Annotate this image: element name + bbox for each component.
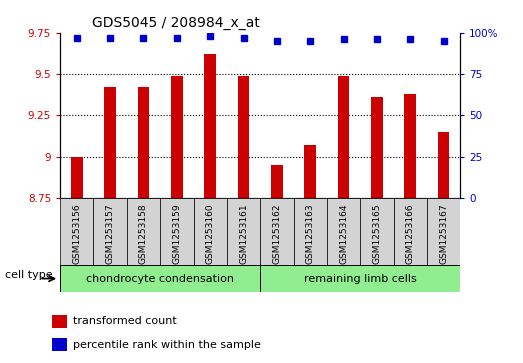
- Text: GSM1253160: GSM1253160: [206, 203, 214, 264]
- Bar: [338, 76, 349, 198]
- Bar: [204, 54, 216, 198]
- Text: GSM1253157: GSM1253157: [106, 203, 115, 264]
- Bar: [227, 198, 260, 265]
- Bar: [71, 156, 83, 198]
- Text: GSM1253159: GSM1253159: [173, 203, 181, 264]
- Text: GDS5045 / 208984_x_at: GDS5045 / 208984_x_at: [92, 16, 260, 30]
- Text: GSM1253161: GSM1253161: [239, 203, 248, 264]
- Text: GSM1253158: GSM1253158: [139, 203, 148, 264]
- Bar: [260, 198, 293, 265]
- Bar: [304, 145, 316, 198]
- Bar: [60, 198, 94, 265]
- Text: cell type: cell type: [5, 270, 53, 280]
- Text: GSM1253164: GSM1253164: [339, 203, 348, 264]
- Bar: [404, 94, 416, 198]
- Text: GSM1253162: GSM1253162: [272, 203, 281, 264]
- Bar: [360, 198, 393, 265]
- Bar: [94, 198, 127, 265]
- Text: GSM1253156: GSM1253156: [72, 203, 81, 264]
- Bar: [127, 198, 160, 265]
- Bar: [260, 265, 460, 292]
- Text: GSM1253163: GSM1253163: [306, 203, 315, 264]
- Bar: [427, 198, 460, 265]
- Bar: [104, 87, 116, 198]
- Text: chondrocyte condensation: chondrocyte condensation: [86, 274, 234, 284]
- Text: remaining limb cells: remaining limb cells: [304, 274, 417, 284]
- Bar: [194, 198, 227, 265]
- Bar: [160, 198, 194, 265]
- Text: transformed count: transformed count: [73, 316, 177, 326]
- Bar: [171, 76, 183, 198]
- Bar: [371, 97, 383, 198]
- Text: percentile rank within the sample: percentile rank within the sample: [73, 340, 261, 350]
- Bar: [271, 165, 283, 198]
- Bar: [394, 198, 427, 265]
- Bar: [237, 76, 249, 198]
- Bar: [60, 265, 260, 292]
- Text: GSM1253166: GSM1253166: [406, 203, 415, 264]
- Text: GSM1253167: GSM1253167: [439, 203, 448, 264]
- Text: GSM1253165: GSM1253165: [372, 203, 381, 264]
- Bar: [138, 87, 150, 198]
- Bar: [438, 132, 449, 198]
- Bar: [327, 198, 360, 265]
- Bar: [293, 198, 327, 265]
